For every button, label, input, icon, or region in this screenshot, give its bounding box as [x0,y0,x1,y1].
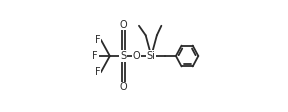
Text: S: S [120,51,126,61]
Text: F: F [95,67,100,77]
Text: F: F [92,51,98,61]
Text: F: F [95,35,100,45]
Text: O: O [120,20,127,30]
Text: O: O [133,51,141,61]
Text: Si: Si [147,51,156,61]
Text: O: O [120,82,127,92]
